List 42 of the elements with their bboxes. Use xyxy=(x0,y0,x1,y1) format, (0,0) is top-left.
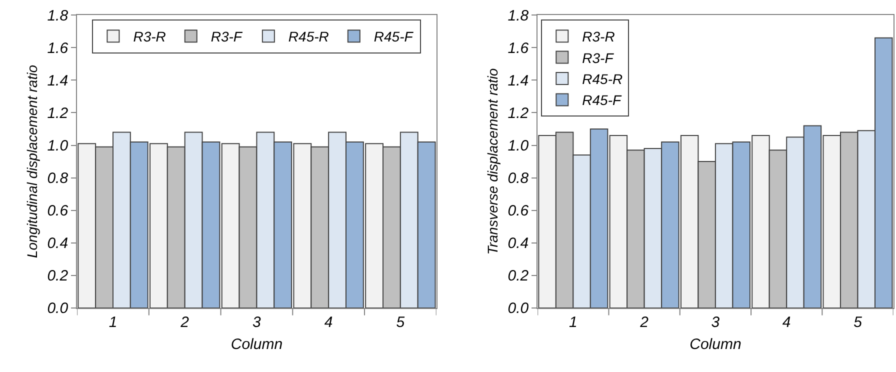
legend-label: R3-F xyxy=(210,28,244,45)
x-tick-label: 2 xyxy=(180,314,190,331)
y-tick-label: 1.8 xyxy=(508,7,530,24)
legend-label: R3-R xyxy=(133,28,166,45)
y-tick-label: 0.6 xyxy=(508,202,530,220)
y-tick-label: 1.4 xyxy=(508,72,529,90)
legend-label: R45-F xyxy=(582,92,622,108)
x-tick-label: 5 xyxy=(396,314,406,331)
text: 1.0 xyxy=(508,138,529,155)
y-tick-label: 0.6 xyxy=(47,202,69,220)
legend-label: R3-R xyxy=(582,28,615,45)
x-tick-label: 4 xyxy=(324,314,333,331)
x-tick-label: 2 xyxy=(639,314,650,331)
x-tick-label: 4 xyxy=(782,314,791,331)
text: 1.0 xyxy=(47,138,68,155)
y-tick-label: 0.2 xyxy=(47,268,69,285)
x-tick-label: 1 xyxy=(569,314,578,331)
y-tick-label: 0.8 xyxy=(47,170,69,188)
y-axis-title: Longitudinal displacement ratio xyxy=(24,64,40,258)
y-tick-label: 1.4 xyxy=(47,72,68,90)
x-tick-label: 3 xyxy=(711,314,720,331)
y-tick-label: 1.8 xyxy=(47,7,69,24)
text: 0.0 xyxy=(47,300,68,318)
legend-label: R3-F xyxy=(582,50,615,66)
y-tick-label: 1.6 xyxy=(508,40,530,57)
y-axis-title: Transverse displacement ratio xyxy=(484,68,500,255)
y-tick-label: 0.2 xyxy=(508,268,530,285)
y-tick-label: 1.2 xyxy=(508,104,530,122)
x-tick-label: 5 xyxy=(854,314,863,331)
x-tick-label: 1 xyxy=(108,314,118,331)
y-tick-label: 1.2 xyxy=(47,104,69,122)
text: 0.0 xyxy=(508,300,529,318)
x-axis-title: Column xyxy=(230,336,283,353)
x-tick-label: 3 xyxy=(252,314,262,331)
y-tick-label: 0.8 xyxy=(508,170,530,188)
y-tick-label: 1.6 xyxy=(47,40,69,57)
legend-label: R45-F xyxy=(374,28,414,45)
legend-label: R45-R xyxy=(582,70,623,87)
y-tick-label: 0.4 xyxy=(47,235,68,252)
legend-label: R45-R xyxy=(288,28,329,45)
y-tick-label: 0.4 xyxy=(508,235,529,252)
x-axis-title: Column xyxy=(690,336,742,353)
